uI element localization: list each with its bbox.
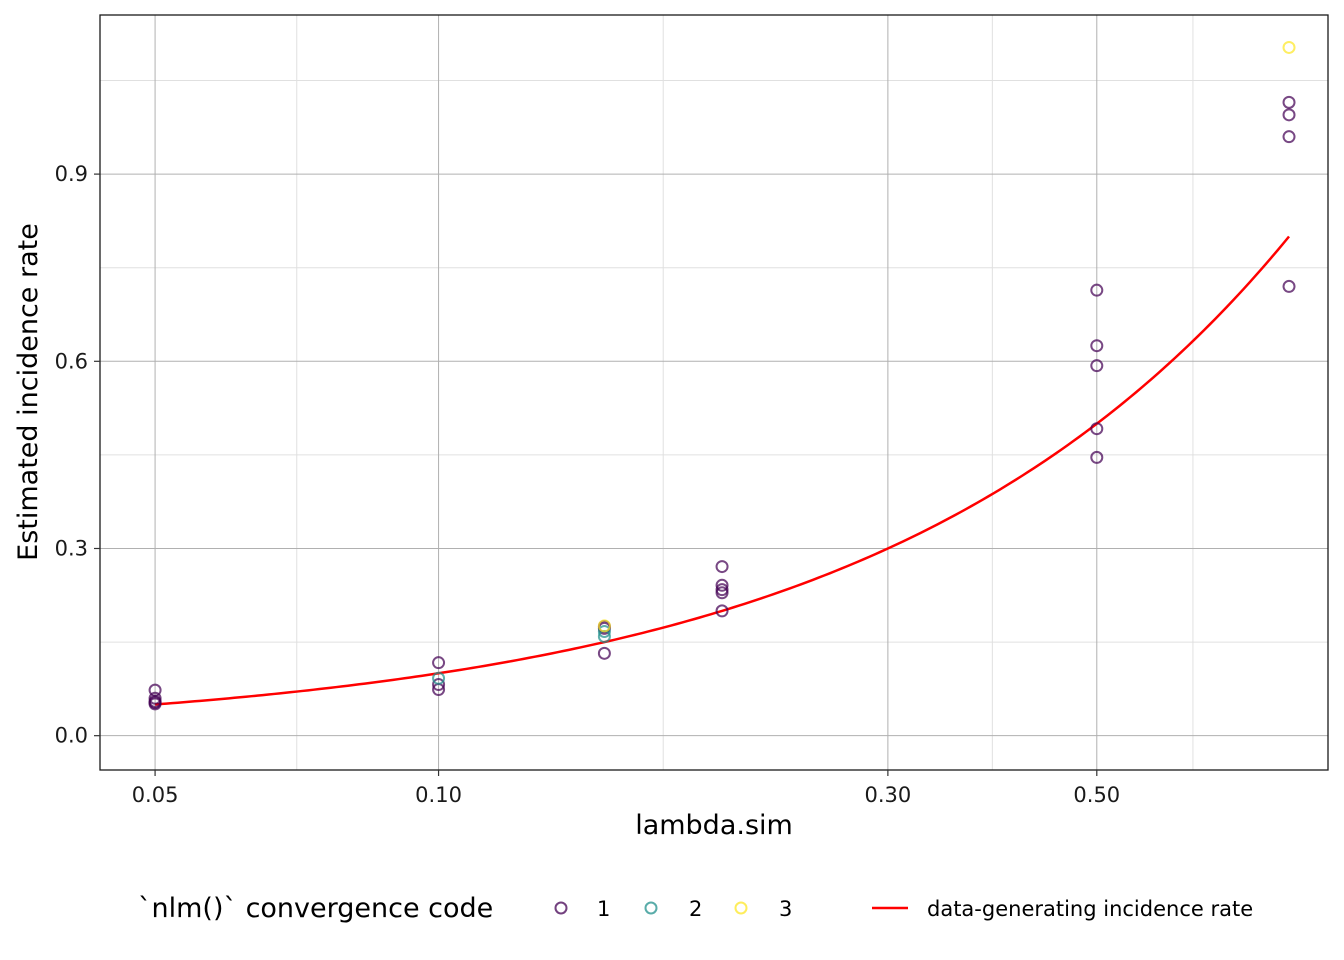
data-point-code-1 [1282, 108, 1296, 122]
y-tick-label: 0.3 [55, 536, 88, 560]
data-point-code-3 [1282, 40, 1296, 54]
data-point-code-1 [1090, 359, 1104, 373]
legend-key-1-icon [554, 901, 568, 915]
data-point-code-1 [1090, 422, 1104, 436]
panel-border [99, 14, 1329, 771]
line-layer [154, 235, 1290, 706]
data-point-code-1 [1090, 450, 1104, 464]
points-layer [148, 40, 1296, 711]
data-point-code-1 [715, 604, 729, 618]
y-axis-title: Estimated incidence rate [13, 223, 44, 561]
y-tick-label: 0.6 [55, 349, 88, 373]
data-point-code-2 [597, 624, 611, 638]
data-point-code-1 [1282, 279, 1296, 293]
data-point-code-3 [597, 619, 611, 633]
data-point-code-2 [432, 671, 446, 685]
x-tick-label: 0.10 [415, 783, 462, 807]
legend-title: `nlm()` convergence code [138, 893, 493, 924]
data-point-code-1 [432, 678, 446, 692]
grid [100, 15, 1328, 770]
data-point-code-1 [1282, 95, 1296, 109]
x-tick-label: 0.30 [864, 783, 911, 807]
x-axis: 0.05 0.10 0.30 0.50 [132, 770, 1120, 807]
y-axis: 0.0 0.3 0.6 0.9 [55, 162, 100, 748]
data-point-code-1 [597, 646, 611, 660]
legend-label-1: 1 [597, 897, 610, 921]
x-tick-label: 0.50 [1073, 783, 1120, 807]
y-tick-label: 0.0 [55, 724, 88, 748]
legend-key-3-icon [734, 901, 748, 915]
y-tick-label: 0.9 [55, 162, 88, 186]
data-point-code-1 [432, 656, 446, 670]
data-point-code-1 [148, 697, 162, 711]
legend-label-2: 2 [689, 897, 702, 921]
legend-label-3: 3 [779, 897, 792, 921]
data-point-code-1 [1090, 339, 1104, 353]
legend: `nlm()` convergence code 1 2 3 data-gene… [138, 893, 1253, 924]
x-axis-title: lambda.sim [635, 810, 793, 841]
legend-key-2-icon [644, 901, 658, 915]
legend-line-label: data-generating incidence rate [927, 897, 1253, 921]
x-tick-label: 0.05 [132, 783, 179, 807]
data-point-code-1 [1090, 283, 1104, 297]
data-point-code-1 [715, 578, 729, 592]
data-point-code-1 [1282, 130, 1296, 144]
data-point-code-1 [715, 560, 729, 574]
true-rate-line [154, 235, 1290, 706]
data-point-code-1 [715, 586, 729, 600]
